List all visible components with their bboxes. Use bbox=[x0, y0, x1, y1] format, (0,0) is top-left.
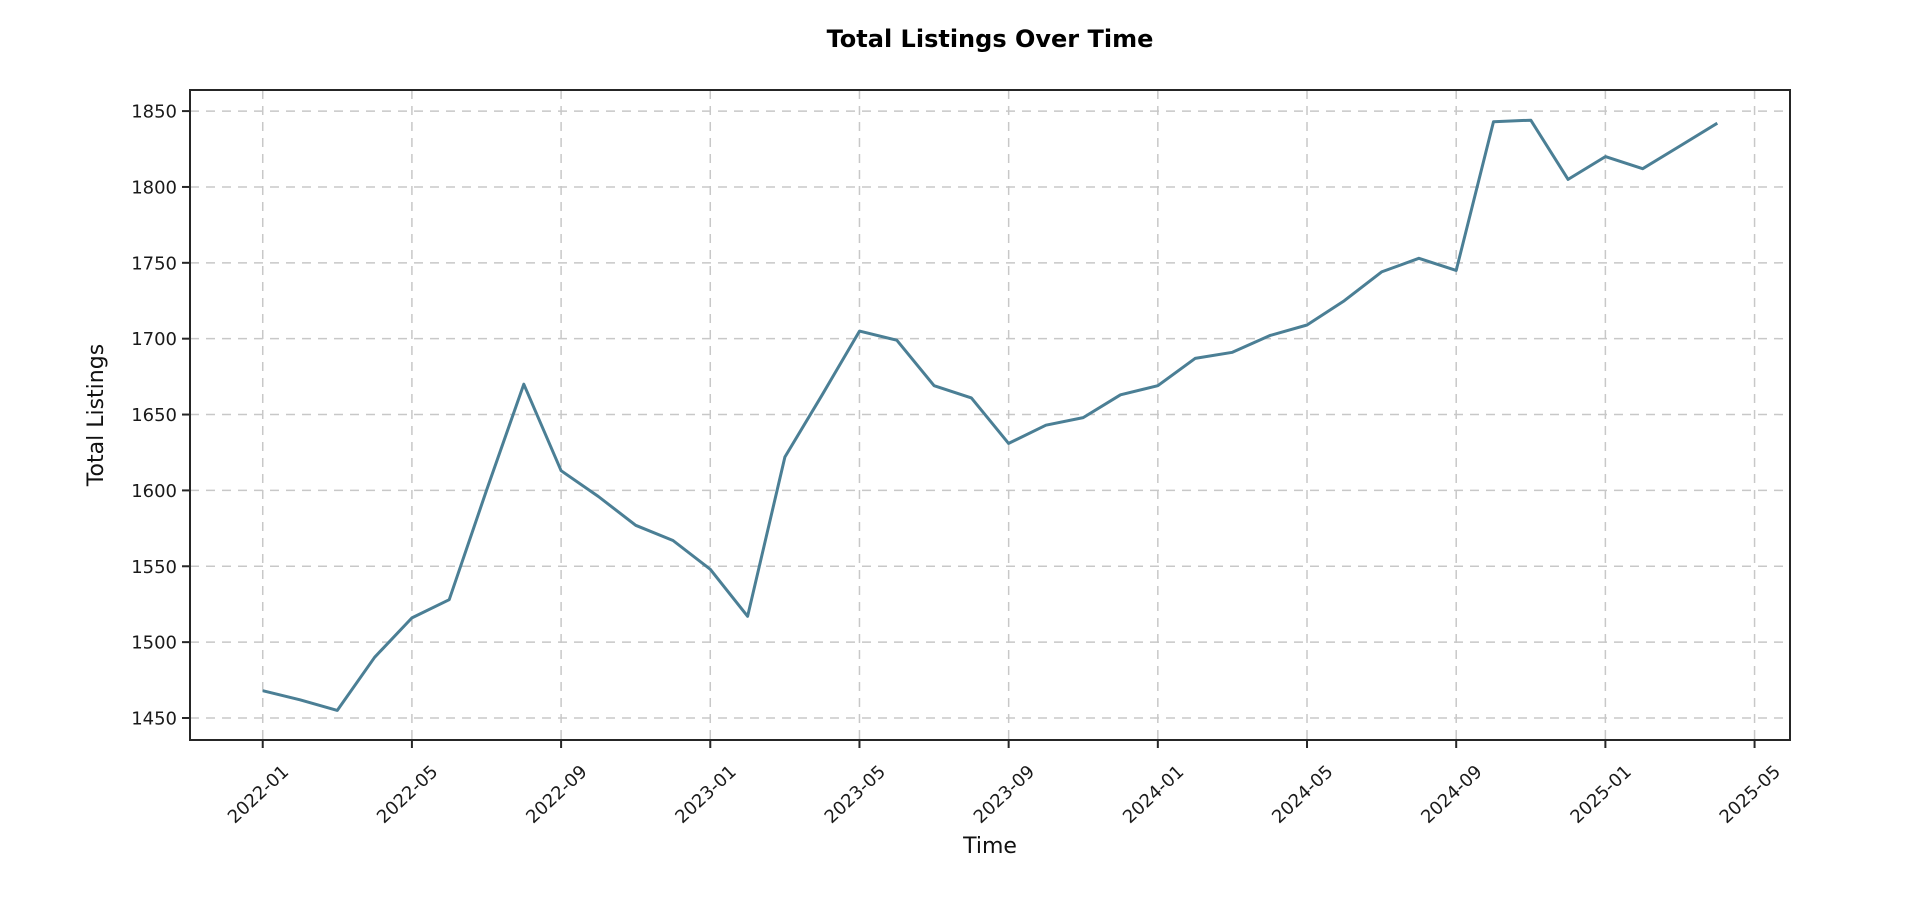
x-tick-label: 2023-09 bbox=[970, 761, 1039, 828]
chart-title: Total Listings Over Time bbox=[827, 25, 1154, 53]
y-tick-labels: 1450 1500 1550 1600 1650 1700 1750 1800 1850 bbox=[131, 102, 177, 730]
gridlines bbox=[190, 90, 1790, 740]
y-tick-label: 1750 bbox=[131, 253, 177, 274]
total-listings-line bbox=[262, 118, 1719, 712]
x-tick-label: 2023-01 bbox=[671, 761, 740, 828]
y-tick-label: 1550 bbox=[131, 557, 177, 578]
x-tick-label: 2025-05 bbox=[1716, 761, 1785, 828]
series-line bbox=[262, 118, 1719, 712]
x-tick-label: 2022-09 bbox=[522, 761, 591, 828]
y-tick-label: 1600 bbox=[131, 481, 177, 502]
x-tick-label: 2024-01 bbox=[1119, 761, 1188, 828]
x-tick-label: 2023-05 bbox=[821, 761, 890, 828]
y-tick-label: 1850 bbox=[131, 102, 177, 123]
y-tick-label: 1800 bbox=[131, 177, 177, 198]
y-tick-label: 1700 bbox=[131, 329, 177, 350]
y-tick-label: 1500 bbox=[131, 633, 177, 654]
y-axis-label: Total Listings bbox=[84, 344, 109, 487]
x-tick-label: 2022-05 bbox=[373, 761, 442, 828]
x-tick-labels: 2022-01 2022-05 2022-09 2023-01 2023-05 2023-… bbox=[224, 761, 1785, 828]
y-tick-label: 1650 bbox=[131, 405, 177, 426]
tick-marks bbox=[182, 110, 1756, 748]
x-tick-label: 2025-01 bbox=[1566, 761, 1635, 828]
x-axis-label: Time bbox=[962, 834, 1017, 859]
y-tick-label: 1450 bbox=[131, 708, 177, 729]
x-tick-label: 2022-01 bbox=[224, 761, 293, 828]
x-tick-label: 2024-09 bbox=[1417, 761, 1486, 828]
x-tick-label: 2024-05 bbox=[1268, 761, 1337, 828]
